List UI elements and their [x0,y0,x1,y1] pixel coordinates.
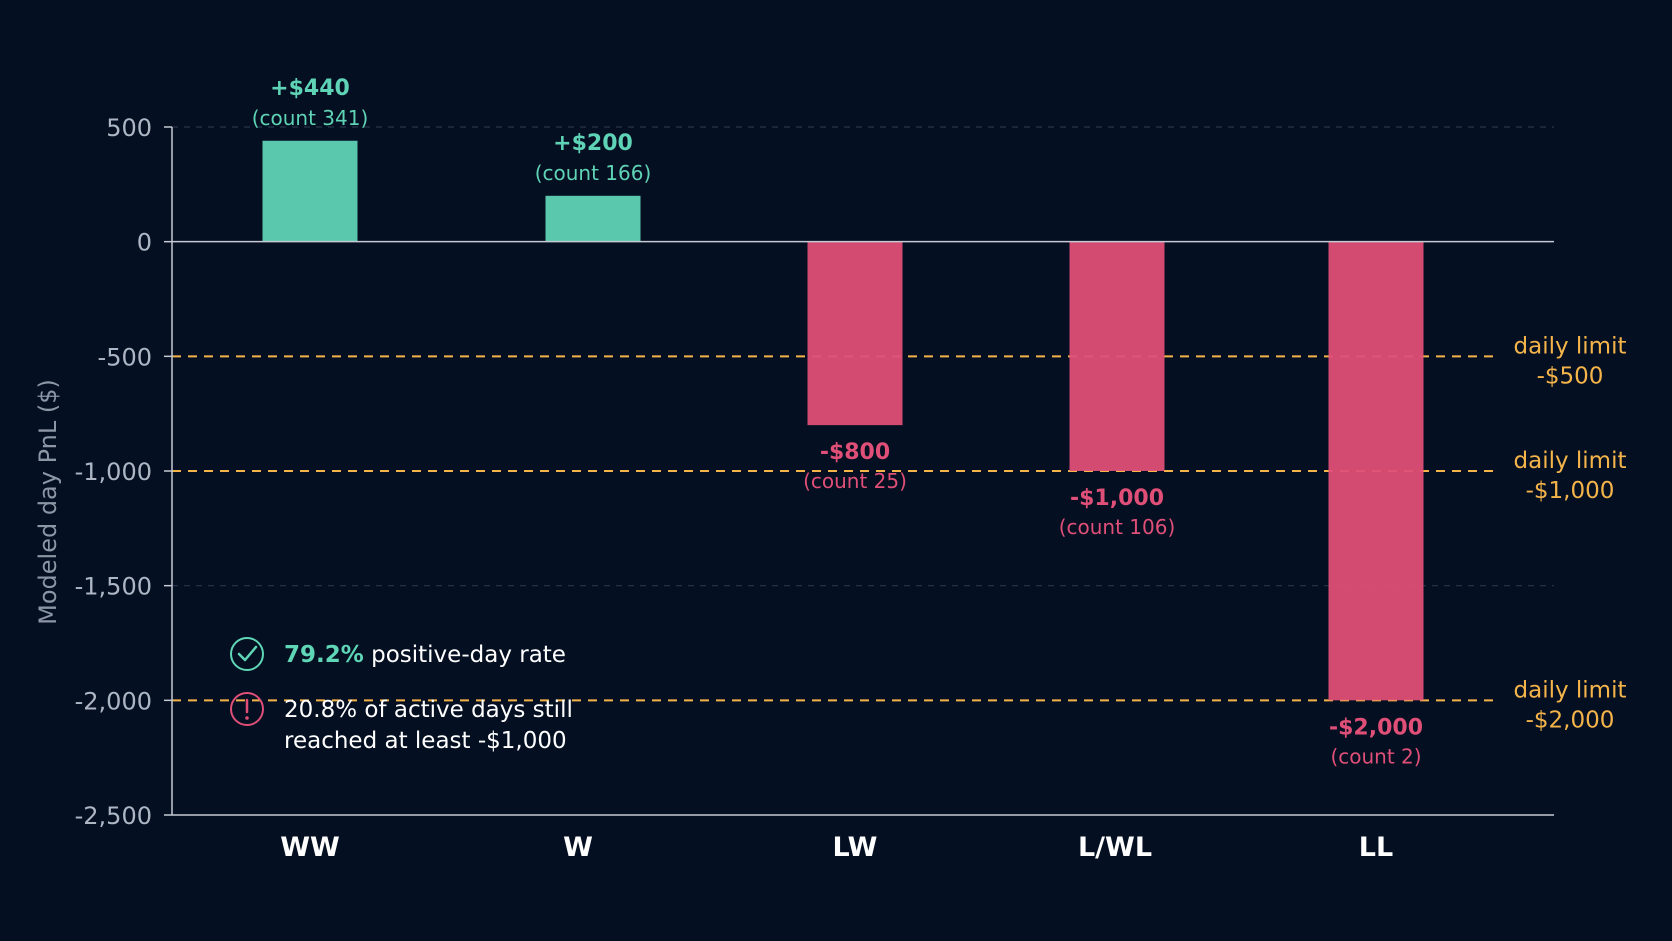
x-category-label: W [563,832,593,863]
y-tick-label: -1,000 [75,458,152,486]
daily-limit-lines: daily limit -$500 daily limit -$1,000 daily … [172,333,1627,733]
bar-count-label: (count 166) [535,161,652,185]
bar-value-label: -$800 [820,440,890,465]
x-category-label: WW [280,832,340,863]
bar-ll [1328,241,1424,701]
bar-count-label: (count 341) [252,106,369,130]
bar-w [545,195,641,242]
bar-value-label: -$2,000 [1329,715,1423,740]
x-category-label: LW [833,832,878,863]
gridlines [172,126,1554,587]
drawdown-note-line1: 20.8% of active days still [284,697,573,723]
axes [164,126,1554,816]
y-tick-label: -2,500 [75,802,152,830]
x-category-labels: WW W LW L/WL LL [280,832,1393,863]
positive-rate-text: positive-day rate [371,642,566,668]
daily-limit-value: -$2,000 [1526,707,1615,733]
y-tick-label: 500 [106,114,152,142]
y-tick-labels: 500 0 -500 -1,000 -1,500 -2,000 -2,500 [75,114,152,830]
daily-limit-value: -$1,000 [1526,478,1615,504]
positive-rate-value: 79.2% [284,642,364,668]
bar-labels: +$440 (count 341) +$200 (count 166) -$800 (co… [252,76,1423,769]
annotation-box: 79.2% positive-day rate 20.8% of active … [230,637,573,754]
bar-count-label: (count 25) [803,469,907,493]
daily-limit-label: daily limit [1514,677,1627,703]
exclamation-circle-icon [230,692,264,726]
bars [262,140,1424,701]
daily-limit-value: -$500 [1537,363,1604,389]
y-tick-label: -2,000 [75,687,152,715]
bar-count-label: (count 106) [1059,515,1176,539]
y-tick-label: 0 [137,229,152,257]
y-tick-label: -1,500 [75,573,152,601]
bar-value-label: +$200 [553,131,633,156]
y-tick-label: -500 [98,343,152,371]
y-axis-label: Modeled day PnL ($) [34,379,62,625]
x-category-label: LL [1359,832,1393,863]
bar-value-label: -$1,000 [1070,486,1164,511]
daily-limit-label: daily limit [1514,448,1627,474]
drawdown-note-line2: reached at least -$1,000 [284,728,567,754]
bar-count-label: (count 2) [1330,744,1421,768]
daily-limit-label: daily limit [1514,333,1627,359]
bar-ww [262,140,358,242]
x-category-label: L/WL [1078,832,1152,863]
bar-l-wl [1069,241,1165,471]
positive-rate-note: 79.2% positive-day rate [284,642,566,668]
bar-value-label: +$440 [270,76,350,101]
check-circle-icon [230,637,264,671]
bar-lw [807,241,903,426]
